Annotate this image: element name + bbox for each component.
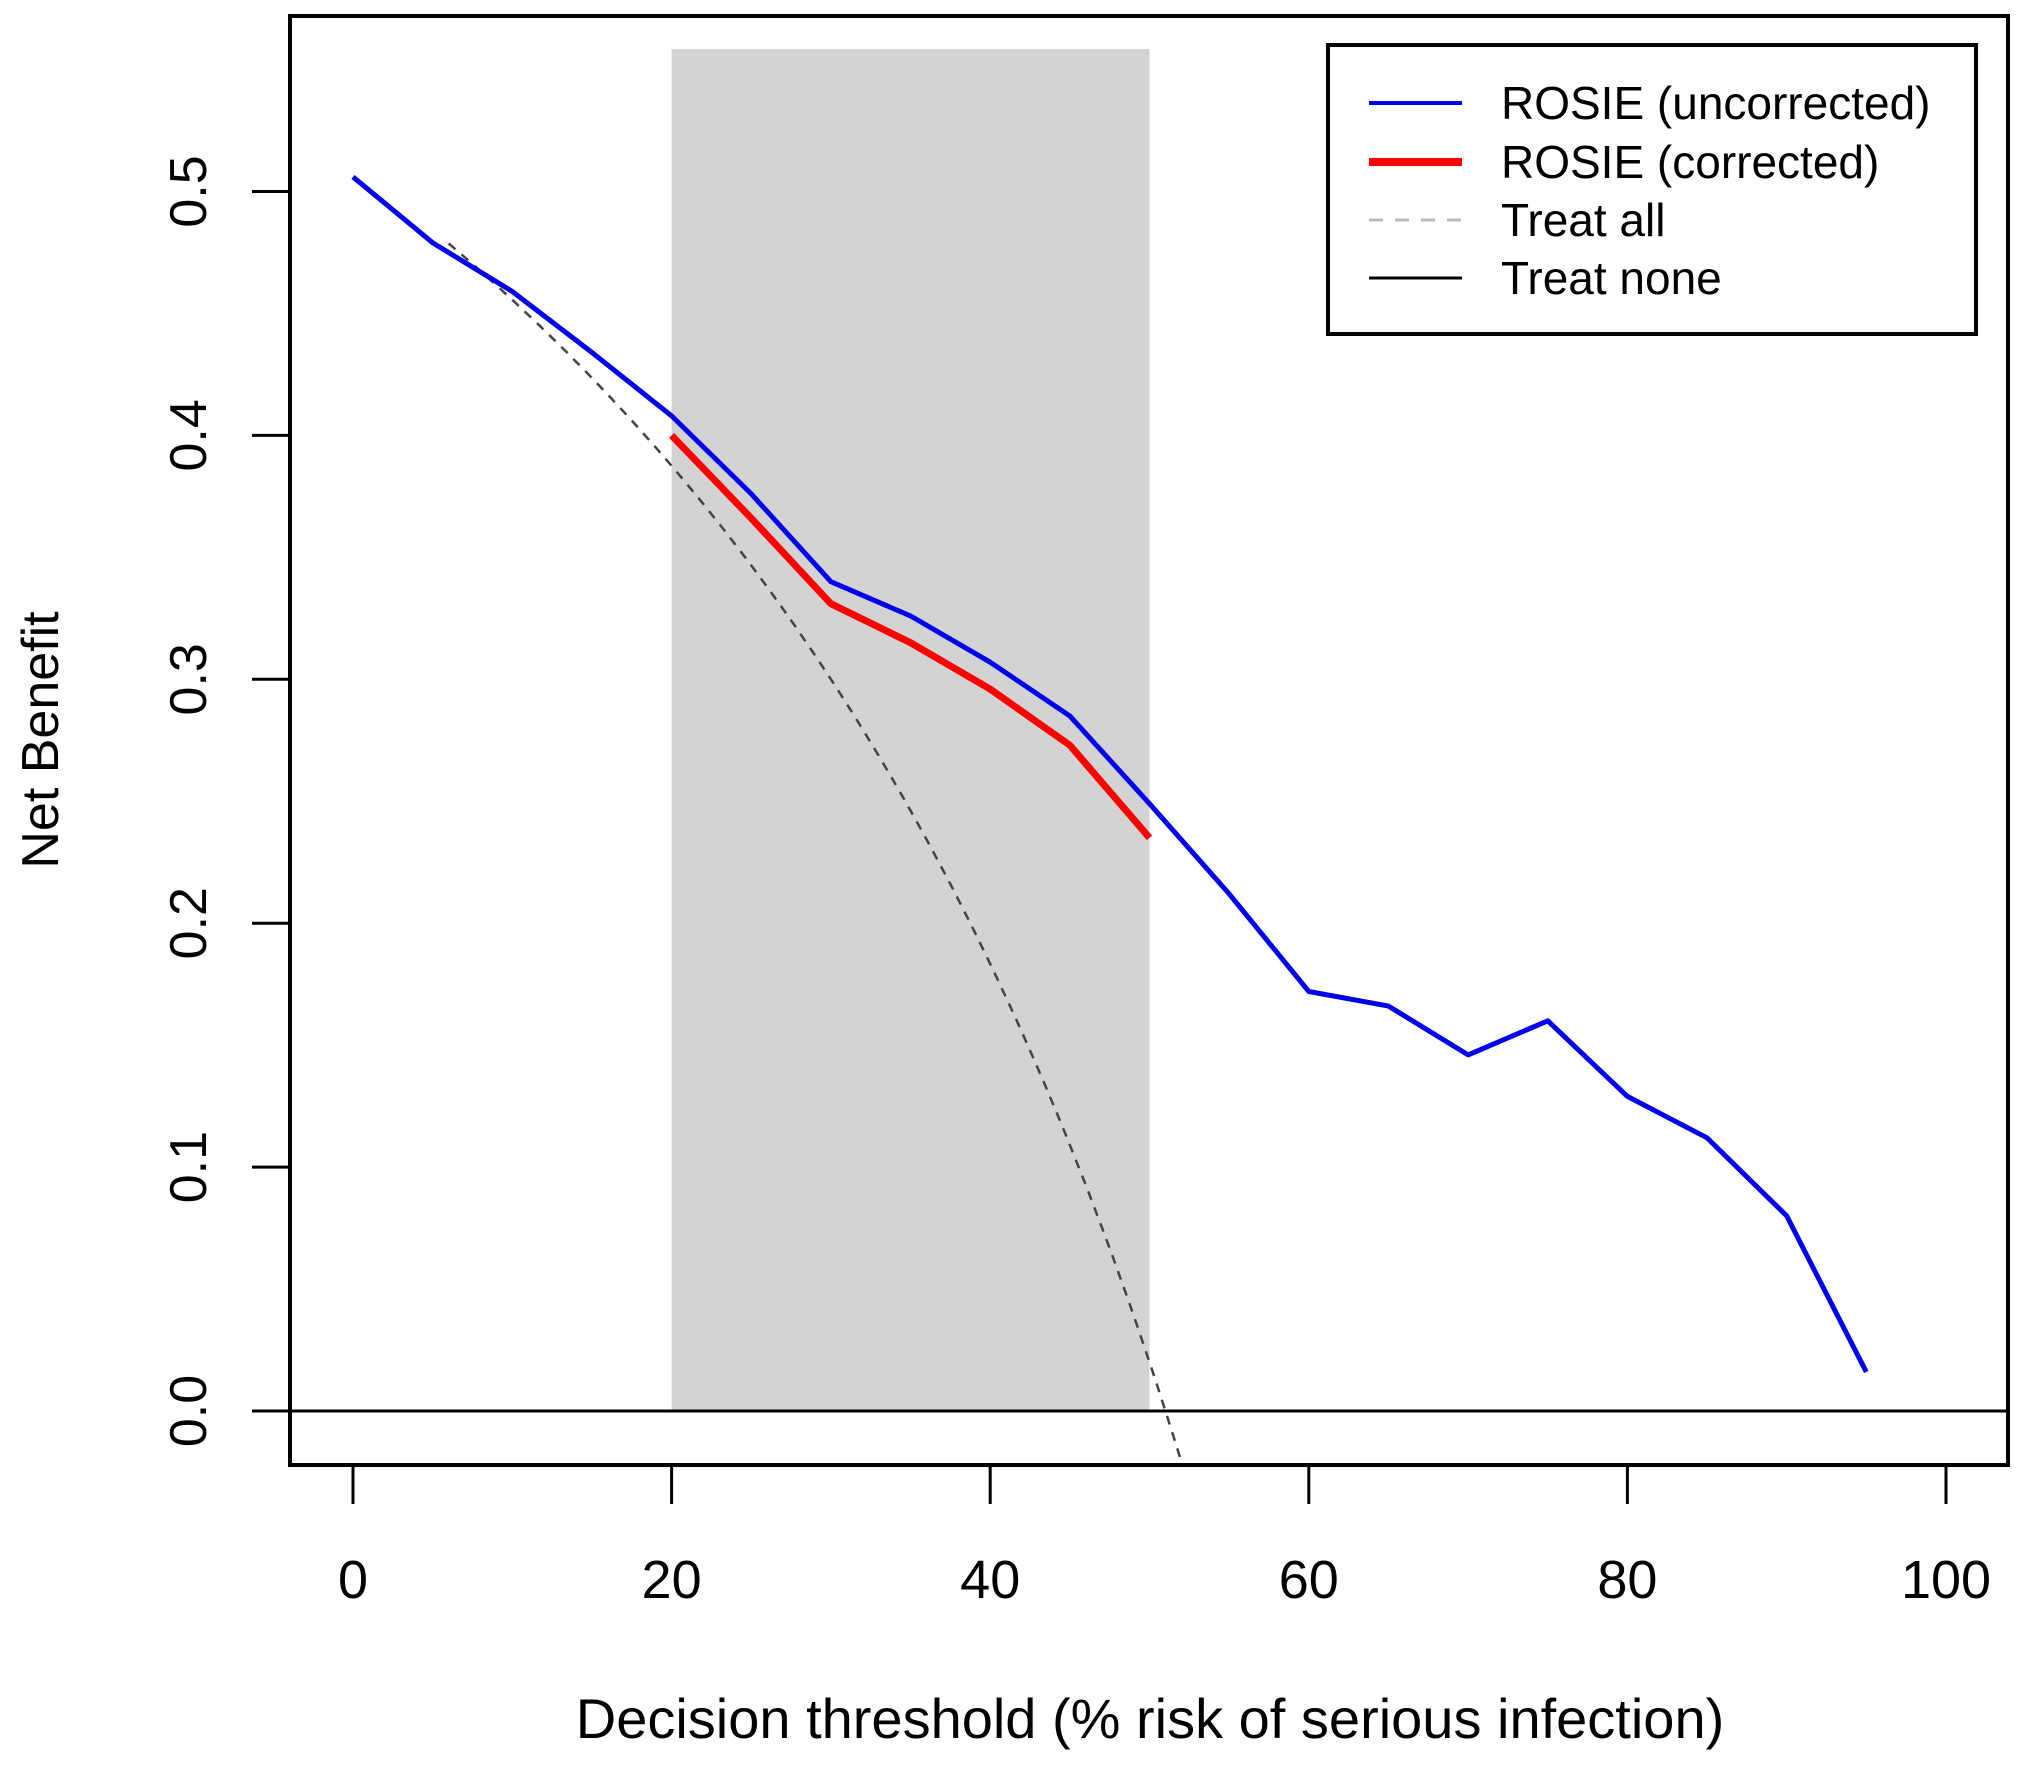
y-tick-label: 0.0	[160, 1375, 218, 1447]
axes: 0 20 40 60 80 100 0.0 0.1 0.2 0.3 0.4 0.5	[160, 14, 2010, 1610]
legend-label-uncorrected: ROSIE (uncorrected)	[1501, 77, 1930, 129]
y-tick-label: 0.1	[160, 1131, 218, 1203]
shaded-region	[671, 49, 1150, 1411]
legend-label-treat-none: Treat none	[1501, 252, 1722, 304]
rosie-uncorrected-line	[351, 174, 1869, 1374]
legend-label-corrected: ROSIE (corrected)	[1501, 136, 1879, 188]
x-tick-label: 80	[1597, 1550, 1657, 1610]
legend: ROSIE (uncorrected) ROSIE (corrected) Tr…	[1326, 43, 1978, 336]
y-tick-label: 0.2	[160, 887, 218, 959]
y-tick-label: 0.4	[160, 399, 218, 471]
treat-all-line	[447, 242, 1183, 1463]
x-axis-title: Decision threshold (% risk of serious in…	[576, 1687, 1724, 1750]
y-tick-label: 0.5	[160, 155, 218, 227]
x-tick-label: 40	[960, 1550, 1020, 1610]
plot-content	[290, 49, 2008, 1463]
x-tick-label: 100	[1901, 1550, 1991, 1610]
plot-frame	[288, 14, 2010, 1467]
x-tick-label: 20	[642, 1550, 702, 1610]
plot-area	[290, 49, 2008, 1463]
legend-box	[1326, 43, 1978, 336]
x-tick-label: 60	[1279, 1550, 1339, 1610]
x-tick-label: 0	[338, 1550, 368, 1610]
legend-label-treat-all: Treat all	[1501, 194, 1665, 246]
y-axis-title: Net Benefit	[12, 611, 70, 869]
y-tick-label: 0.3	[160, 643, 218, 715]
